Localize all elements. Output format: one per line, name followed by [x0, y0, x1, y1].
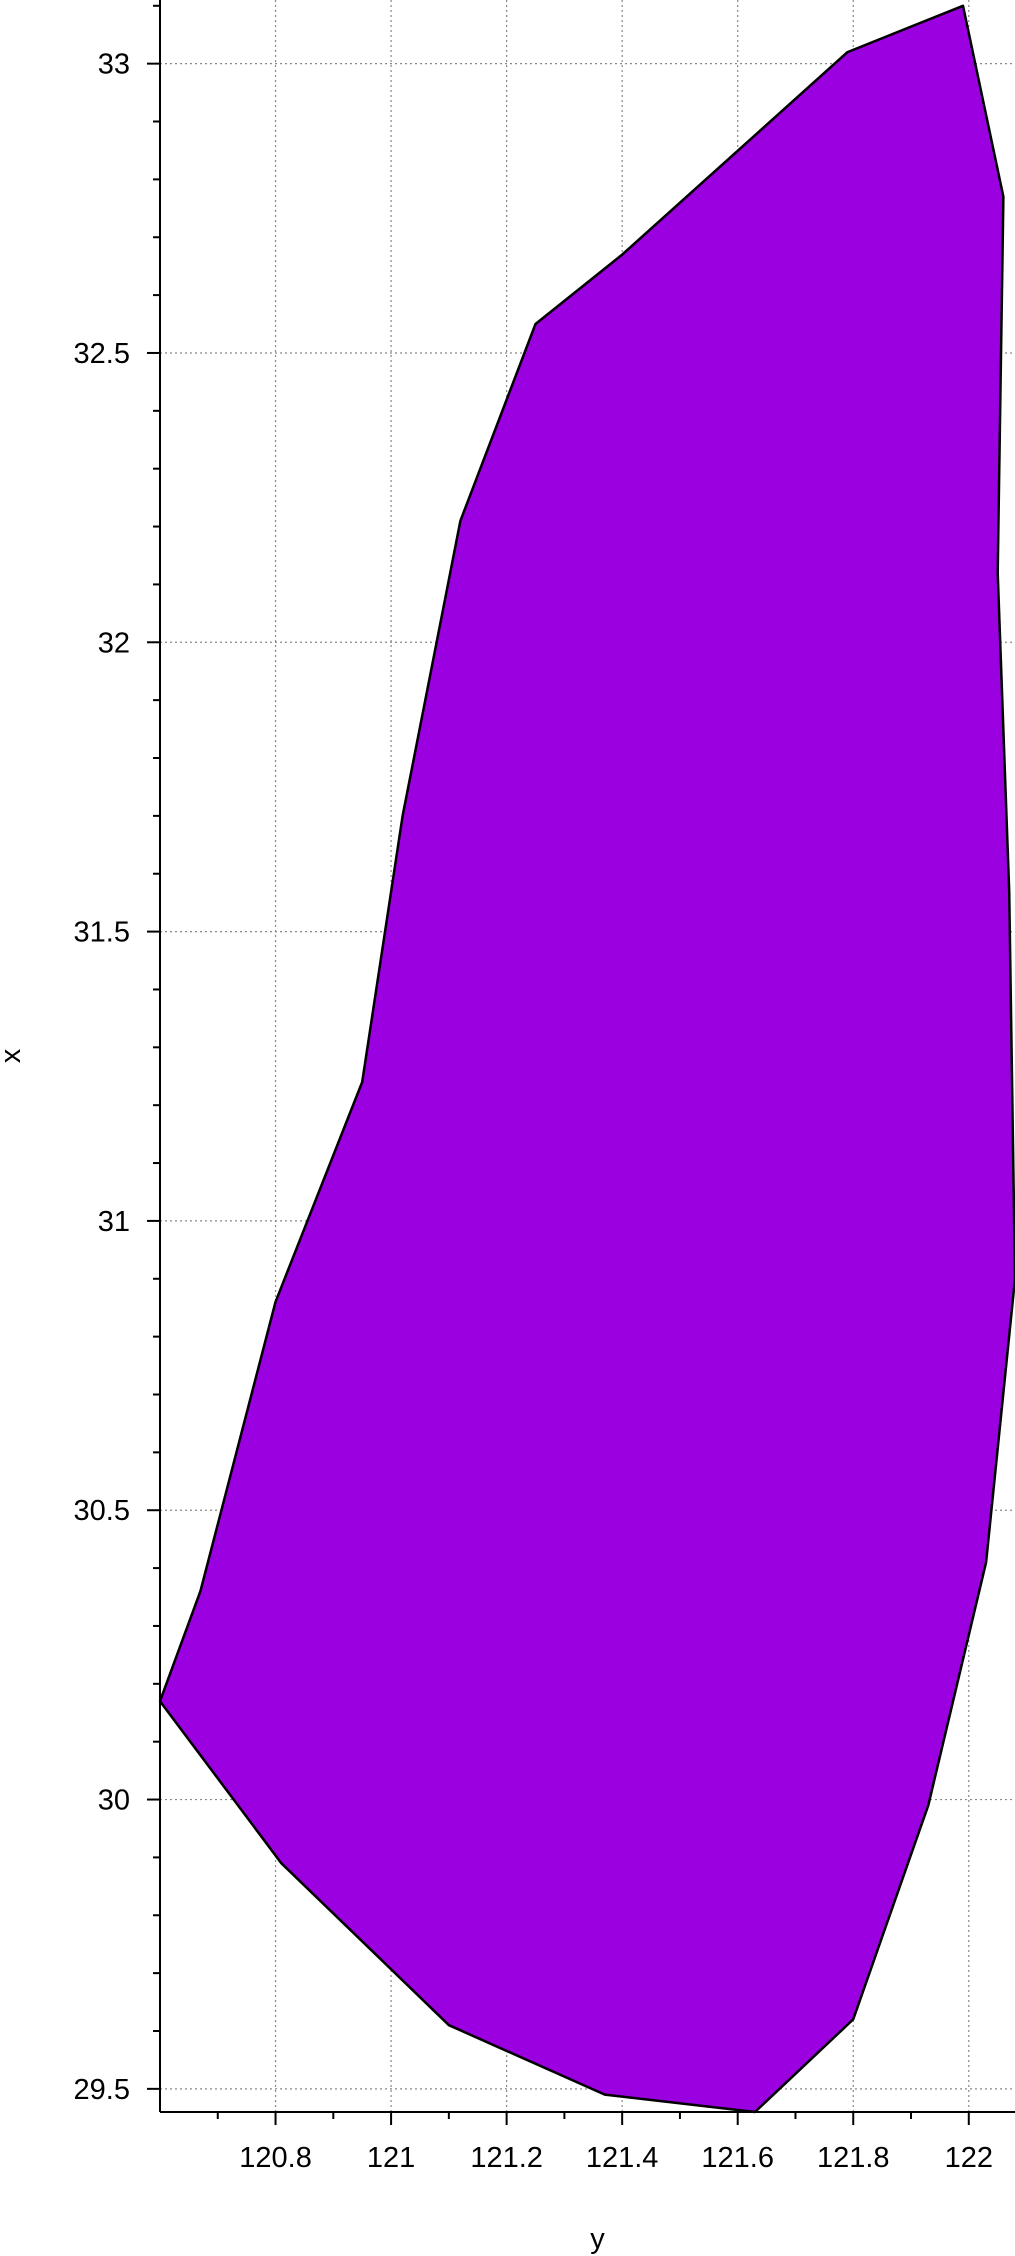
x-tick-label: 121.6: [701, 2142, 774, 2174]
area-polygon: [158, 4, 1015, 2114]
y-tick-label: 33: [98, 49, 130, 81]
y-tick-label: 31.5: [74, 917, 130, 949]
x-tick-label: 121.4: [586, 2142, 659, 2174]
ticks: 120.8 121 121.2 121.4 121.6 121.8 122 29.5 30 30.…: [74, 4, 993, 2174]
x-axis-label: y: [590, 2223, 605, 2255]
y-tick-label: 30: [98, 1785, 130, 1817]
x-tick-label: 121: [367, 2142, 415, 2174]
series-area: [158, 4, 1015, 2114]
y-tick-label: 32: [98, 627, 130, 659]
y-tick-label: 29.5: [74, 2074, 130, 2106]
x-tick-label: 121.8: [817, 2142, 890, 2174]
x-tick-label: 122: [945, 2142, 993, 2174]
x-tick-label: 120.8: [239, 2142, 312, 2174]
y-tick-label: 30.5: [74, 1495, 130, 1527]
y-tick-label: 32.5: [74, 338, 130, 370]
y-axis-label: x: [0, 1048, 27, 1063]
y-tick-label: 31: [98, 1206, 130, 1238]
x-tick-label: 121.2: [470, 2142, 543, 2174]
